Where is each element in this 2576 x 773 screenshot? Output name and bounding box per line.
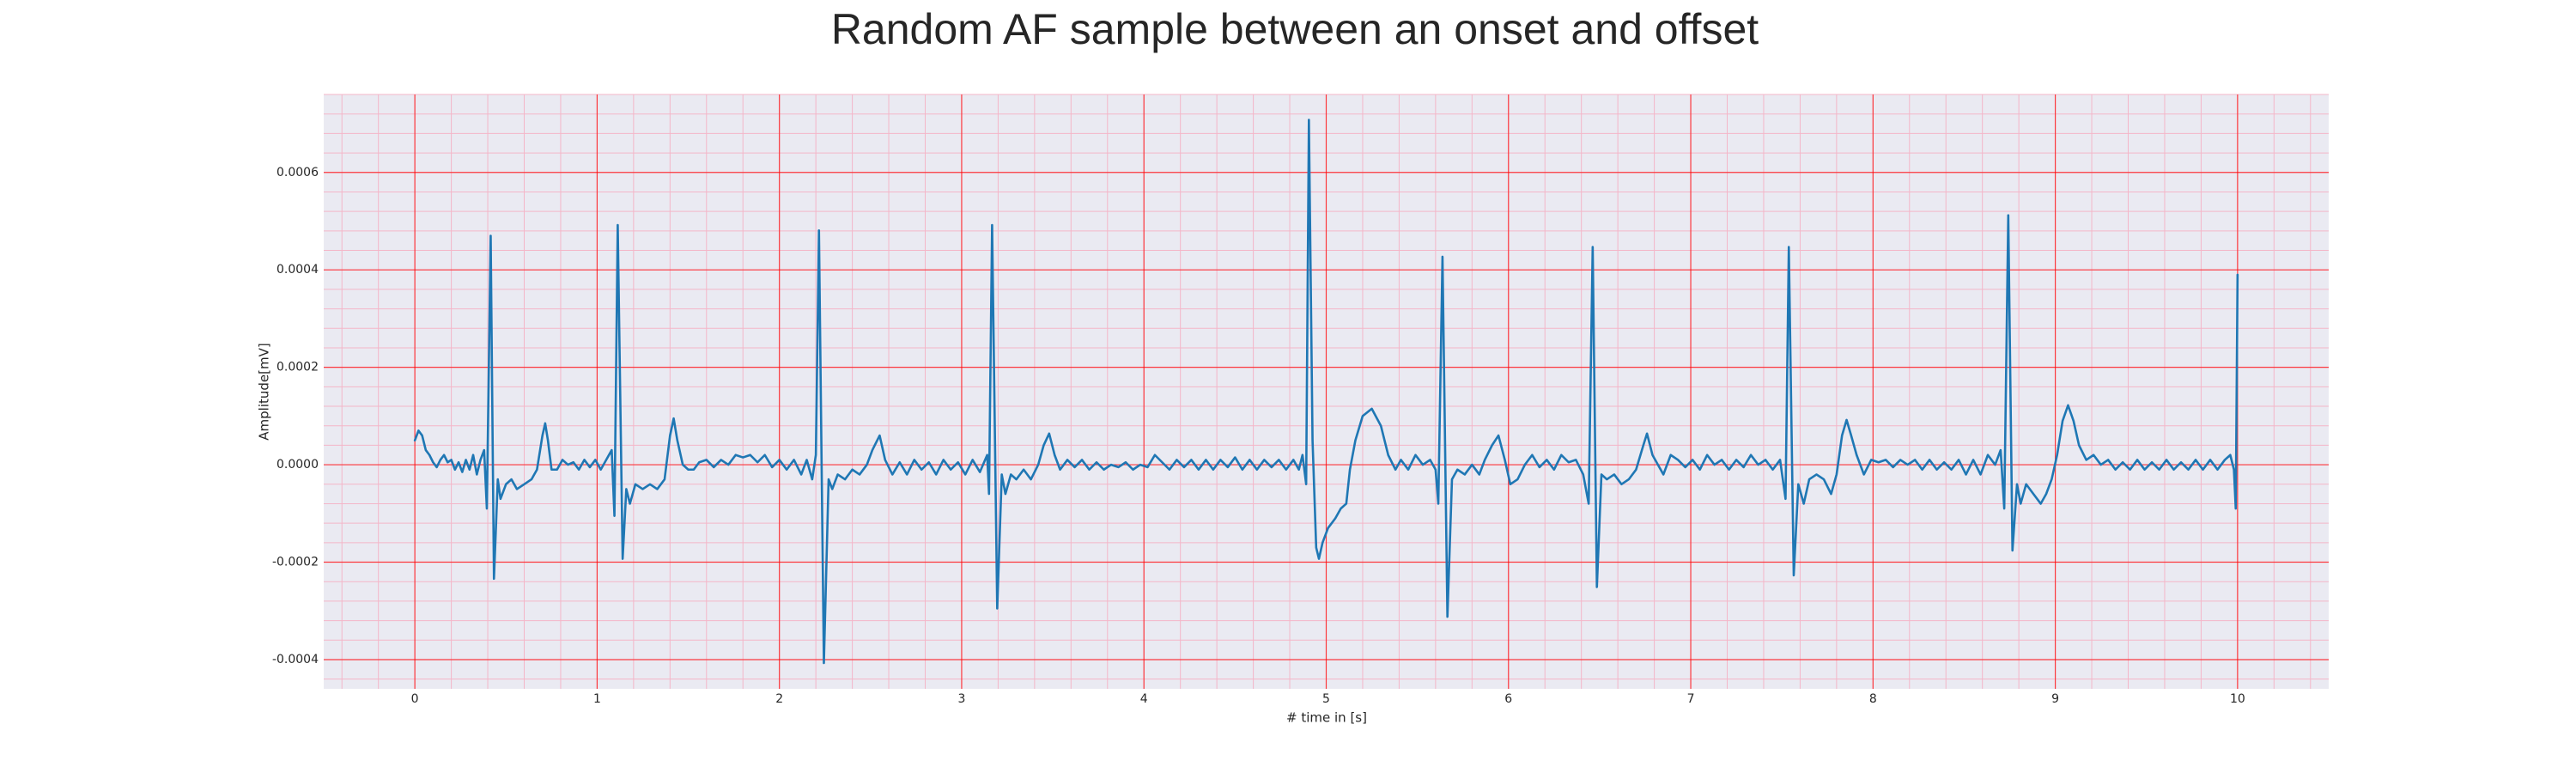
y-tick-label: -0.0004 [272, 653, 319, 666]
y-tick-label: 0.0000 [276, 458, 319, 472]
y-axis-label: Amplitude[mV] [257, 343, 272, 440]
x-tick-label: 3 [957, 692, 965, 706]
x-tick-label: 9 [2051, 692, 2059, 706]
x-tick-label: 8 [1869, 692, 1877, 706]
y-tick-label: 0.0006 [276, 166, 319, 180]
y-tick-label: -0.0002 [272, 556, 319, 569]
x-tick-label: 2 [775, 692, 783, 706]
x-axis-label: # time in [s] [1286, 710, 1367, 726]
chart-title: Random AF sample between an onset and of… [831, 5, 1759, 53]
x-tick-label: 4 [1140, 692, 1148, 706]
x-tick-label: 6 [1504, 692, 1512, 706]
x-tick-label: 5 [1322, 692, 1330, 706]
x-tick-label: 10 [2230, 692, 2245, 706]
x-tick-label: 1 [593, 692, 601, 706]
y-tick-label: 0.0002 [276, 361, 319, 374]
y-tick-label: 0.0004 [276, 263, 319, 277]
x-tick-label: 0 [411, 692, 419, 706]
x-tick-label: 7 [1687, 692, 1695, 706]
data-line [413, 119, 2239, 665]
